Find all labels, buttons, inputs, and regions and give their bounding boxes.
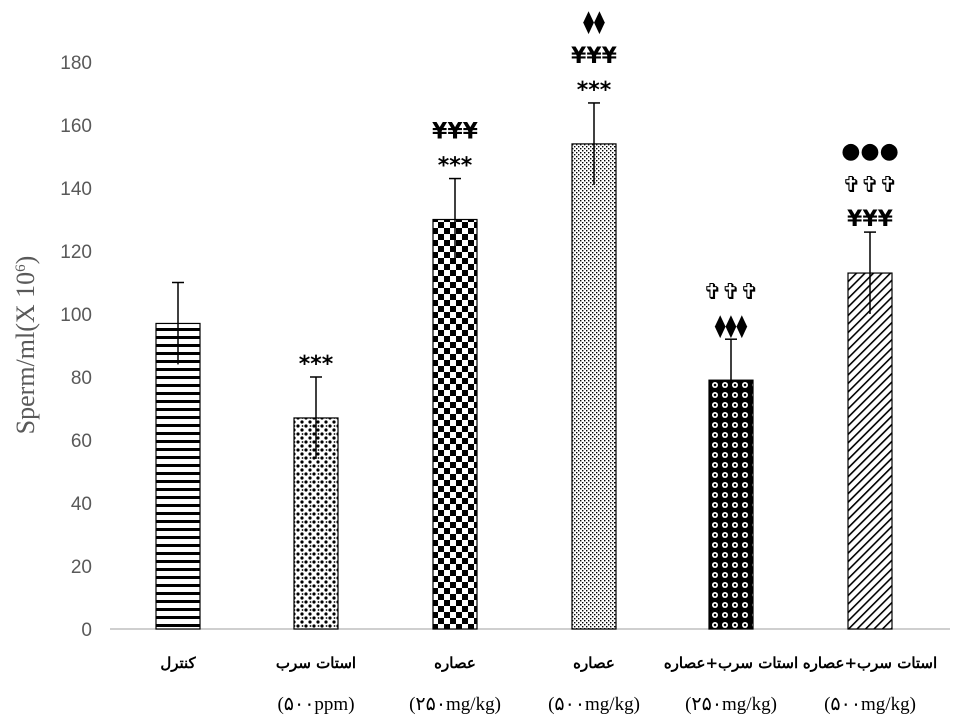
significance-marker: ✞✞✞ (703, 280, 758, 305)
category-label: استات سرب (276, 654, 356, 672)
category-label: عصاره (573, 654, 615, 672)
category-label: عصاره (434, 654, 476, 672)
y-tick-label: 60 (71, 431, 92, 452)
category-label: استات سرب+عصاره (803, 654, 937, 672)
significance-marker: ¥¥¥ (432, 120, 479, 145)
bar (708, 379, 754, 630)
significance-marker: *** (438, 154, 473, 179)
significance-marker: ¥¥¥ (571, 44, 618, 69)
bar (432, 218, 478, 630)
y-tick-label: 80 (71, 368, 92, 389)
category-sublabel: (۲۵۰mg/kg) (685, 694, 777, 715)
y-tick-label: 160 (60, 116, 92, 137)
bars-group (155, 143, 893, 630)
significance-markers: ******¥¥¥***¥¥¥⧫⧫⧫⧫⧫✞✞✞¥¥¥✞✞✞●●● (299, 10, 899, 377)
y-tick-label: 120 (60, 242, 92, 263)
category-sublabel: (۵۰۰ppm) (277, 694, 354, 715)
bar (847, 272, 893, 630)
category-sublabel: (۵۰۰mg/kg) (548, 694, 640, 715)
category-sublabel: (۵۰۰mg/kg) (824, 694, 916, 715)
significance-marker: *** (299, 352, 334, 377)
y-tick-label: 140 (60, 179, 92, 200)
category-labels: کنترل استات سرب (۵۰۰ppm) عصاره (۲۵۰mg/kg) عصا… (160, 654, 937, 715)
y-tick-label: 180 (60, 53, 92, 74)
y-tick-labels: 0 20 40 60 80 100 120 140 160 180 (60, 53, 92, 641)
significance-marker: ✞✞✞ (842, 173, 897, 198)
y-tick-label: 40 (71, 494, 92, 515)
category-label: استات سرب+عصاره (664, 654, 798, 672)
bar (571, 143, 617, 630)
significance-marker: ●●● (841, 139, 899, 164)
error-bars-group (172, 102, 876, 459)
y-tick-label: 20 (71, 557, 92, 578)
significance-marker: ¥¥¥ (847, 207, 894, 232)
y-tick-label: 100 (60, 305, 92, 326)
significance-marker: ⧫⧫⧫ (715, 314, 748, 339)
category-label: کنترل (160, 654, 196, 672)
category-sublabel: (۲۵۰mg/kg) (409, 694, 501, 715)
y-axis-label: Sperm/ml(X 106) (11, 256, 40, 435)
bar (155, 322, 201, 630)
significance-marker: *** (577, 78, 612, 103)
significance-marker: ⧫⧫ (583, 10, 605, 35)
y-tick-label: 0 (81, 620, 92, 641)
